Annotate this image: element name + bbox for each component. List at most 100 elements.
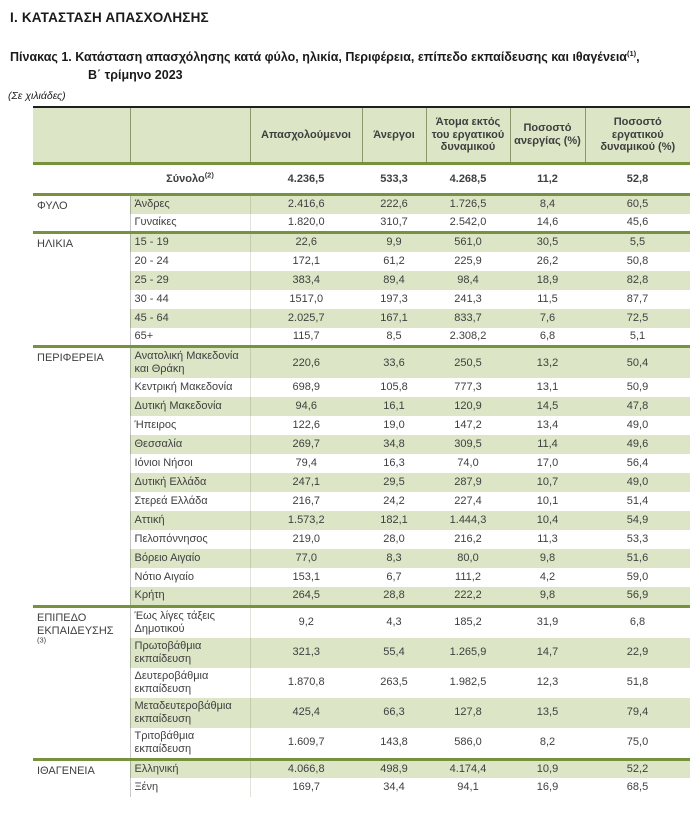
table-caption: Πίνακας 1. Κατάσταση απασχόλησης κατά φύ… bbox=[10, 48, 682, 84]
value-cell: 185,2 bbox=[426, 604, 510, 638]
table-row: 25 - 29 383,4 89,4 98,4 18,9 82,8 bbox=[33, 270, 690, 290]
table-body: Σύνολο(2) 4.236,5 533,3 4.268,5 11,2 52,… bbox=[33, 163, 690, 797]
row-label-cell: Έως λίγες τάξεις Δημοτικού bbox=[129, 604, 251, 638]
value-cell: 8,4 bbox=[510, 193, 585, 214]
value-cell: 219,0 bbox=[292, 533, 321, 545]
value-cell: 4.268,5 bbox=[426, 163, 510, 196]
value-cell: 87,7 bbox=[626, 292, 649, 305]
value-cell: 220,6 bbox=[250, 345, 362, 378]
value-cell: 60,5 bbox=[585, 193, 690, 214]
value-cell: 56,4 bbox=[626, 457, 649, 469]
value-cell: 5,5 bbox=[585, 231, 690, 252]
value-cell: 45,6 bbox=[626, 215, 649, 228]
value-cell: 833,7 bbox=[426, 308, 510, 328]
value-cell: 143,8 bbox=[380, 736, 408, 748]
value-cell: 52,2 bbox=[585, 757, 690, 778]
value-cell: 4.066,8 bbox=[250, 757, 362, 778]
footnote-marker-1: (1) bbox=[627, 48, 637, 58]
value-cell: 8,5 bbox=[386, 329, 402, 342]
value-cell: 24,2 bbox=[383, 495, 405, 507]
value-cell: 310,7 bbox=[380, 215, 408, 228]
value-cell: 22,9 bbox=[585, 637, 690, 668]
table-row: Μεταδευτεροβάθμια εκπαίδευση 425,4 66,3 127… bbox=[33, 697, 690, 728]
value-cell: 51,8 bbox=[626, 676, 649, 688]
value-cell: 227,4 bbox=[454, 495, 482, 507]
table-row: Νότιο Αιγαίο 153,1 6,7 111,2 4,2 59,0 bbox=[33, 568, 690, 587]
table-row: Ιόνιοι Νήσοι 79,4 16,3 74,0 17,0 56,4 bbox=[33, 454, 690, 473]
value-cell: 11,5 bbox=[537, 292, 558, 305]
table-row: Ήπειρος 122,6 19,0 147,2 13,4 49,0 bbox=[33, 416, 690, 435]
value-cell: 115,7 bbox=[292, 329, 320, 342]
row-label-cell: Νότιο Αιγαίο bbox=[129, 568, 251, 587]
row-label-cell: 65+ bbox=[129, 327, 251, 347]
value-cell: 6,7 bbox=[386, 571, 402, 583]
row-label-cell: Αττική bbox=[129, 511, 251, 530]
row-label-cell: Κεντρική Μακεδονία bbox=[129, 378, 251, 397]
value-cell: 28,0 bbox=[383, 533, 405, 545]
value-cell: 2.542,0 bbox=[449, 215, 487, 228]
category-cell: ΦΥΛΟ bbox=[33, 193, 131, 233]
table-row: 45 - 64 2.025,7 167,1 833,7 7,6 72,5 bbox=[33, 308, 690, 328]
row-label-cell: Άνδρες bbox=[129, 193, 251, 214]
table-row: Βόρειο Αιγαίο 77,0 8,3 80,0 9,8 51,6 bbox=[33, 549, 690, 568]
table-row: Αττική 1.573,2 182,1 1.444,3 10,4 54,9 bbox=[33, 511, 690, 530]
table-caption-line2: Β΄ τρίμηνο 2023 bbox=[88, 68, 183, 83]
employment-table: Απασχολούμενοι Άνεργοι Άτομα εκτός του ε… bbox=[33, 106, 690, 797]
row-label-cell: Ελληνική bbox=[129, 757, 251, 778]
value-cell: 22,6 bbox=[250, 231, 362, 252]
table-row: 65+ 115,7 8,5 2.308,2 6,8 5,1 bbox=[33, 327, 690, 347]
value-cell: 4,3 bbox=[362, 604, 426, 638]
header-cell-unemployment-rate: Ποσοστό ανεργίας (%) bbox=[509, 106, 585, 165]
category-cell: ΙΘΑΓΕΝΕΙΑ bbox=[33, 757, 131, 797]
header-cell-unemployed: Άνεργοι bbox=[361, 106, 426, 165]
value-cell: 61,2 bbox=[383, 254, 405, 267]
value-cell: 425,4 bbox=[250, 697, 362, 728]
value-cell: 11,3 bbox=[537, 533, 558, 545]
total-row-empty-cell bbox=[33, 163, 130, 196]
row-label-cell: Μεταδευτεροβάθμια εκπαίδευση bbox=[129, 697, 251, 728]
value-cell: 222,2 bbox=[426, 587, 510, 606]
value-cell: 16,3 bbox=[383, 457, 405, 469]
value-cell: 269,7 bbox=[250, 435, 362, 454]
value-cell: 82,8 bbox=[585, 270, 690, 290]
value-cell: 49,0 bbox=[585, 473, 690, 492]
value-cell: 777,3 bbox=[454, 381, 482, 393]
value-cell: 34,8 bbox=[362, 435, 426, 454]
value-cell: 50,4 bbox=[585, 345, 690, 378]
value-cell: 225,9 bbox=[454, 254, 482, 267]
value-cell: 13,4 bbox=[536, 419, 559, 431]
value-cell: 1.820,0 bbox=[287, 215, 325, 228]
row-label-cell: Τριτοβάθμια εκπαίδευση bbox=[129, 727, 251, 759]
table-row: ΙΘΑΓΕΝΕΙΑ Ελληνική 4.066,8 498,9 4.174,4 10,9… bbox=[33, 757, 690, 797]
value-cell: 66,3 bbox=[362, 697, 426, 728]
value-cell: 172,1 bbox=[292, 254, 321, 267]
table-row: Δευτεροβάθμια εκπαίδευση 1.870,8 263,5 1.98… bbox=[33, 667, 690, 698]
category-cell: ΠΕΡΙΦΕΡΕΙΑ bbox=[33, 345, 131, 606]
value-cell: 247,1 bbox=[250, 473, 362, 492]
table-row: ΗΛΙΚΙΑ 15 - 19 22,6 9,9 561,0 30,5 5,5 bbox=[33, 231, 690, 347]
value-cell: 586,0 bbox=[454, 736, 482, 748]
value-cell: 33,6 bbox=[362, 345, 426, 378]
value-cell: 167,1 bbox=[362, 308, 426, 328]
row-label-cell: Ανατολική Μακεδονία και Θράκη bbox=[129, 345, 251, 378]
value-cell: 79,4 bbox=[295, 457, 317, 469]
value-cell: 59,0 bbox=[626, 571, 649, 583]
value-cell: 4,2 bbox=[539, 571, 556, 583]
value-cell: 16,1 bbox=[362, 397, 426, 416]
value-cell: 16,9 bbox=[536, 781, 559, 793]
table-row: Πελοπόννησος 219,0 28,0 216,2 11,3 53,3 bbox=[33, 530, 690, 549]
section-title: Ι. ΚΑΤΑΣΤΑΣΗ ΑΠΑΣΧΟΛΗΣΗΣ bbox=[10, 10, 209, 25]
value-cell: 309,5 bbox=[426, 435, 510, 454]
table-caption-line1: Πίνακας 1. Κατάσταση απασχόλησης κατά φύ… bbox=[10, 48, 640, 64]
value-cell: 34,4 bbox=[383, 781, 405, 793]
value-cell: 77,0 bbox=[250, 549, 362, 568]
value-cell: 11,2 bbox=[510, 163, 585, 196]
value-cell: 182,1 bbox=[362, 511, 426, 530]
value-cell: 13,2 bbox=[510, 345, 585, 378]
value-cell: 533,3 bbox=[362, 163, 426, 196]
value-cell: 9,9 bbox=[362, 231, 426, 252]
row-label-cell: Δυτική Μακεδονία bbox=[129, 397, 251, 416]
value-cell: 1.982,5 bbox=[449, 676, 487, 688]
value-cell: 197,3 bbox=[380, 292, 408, 305]
